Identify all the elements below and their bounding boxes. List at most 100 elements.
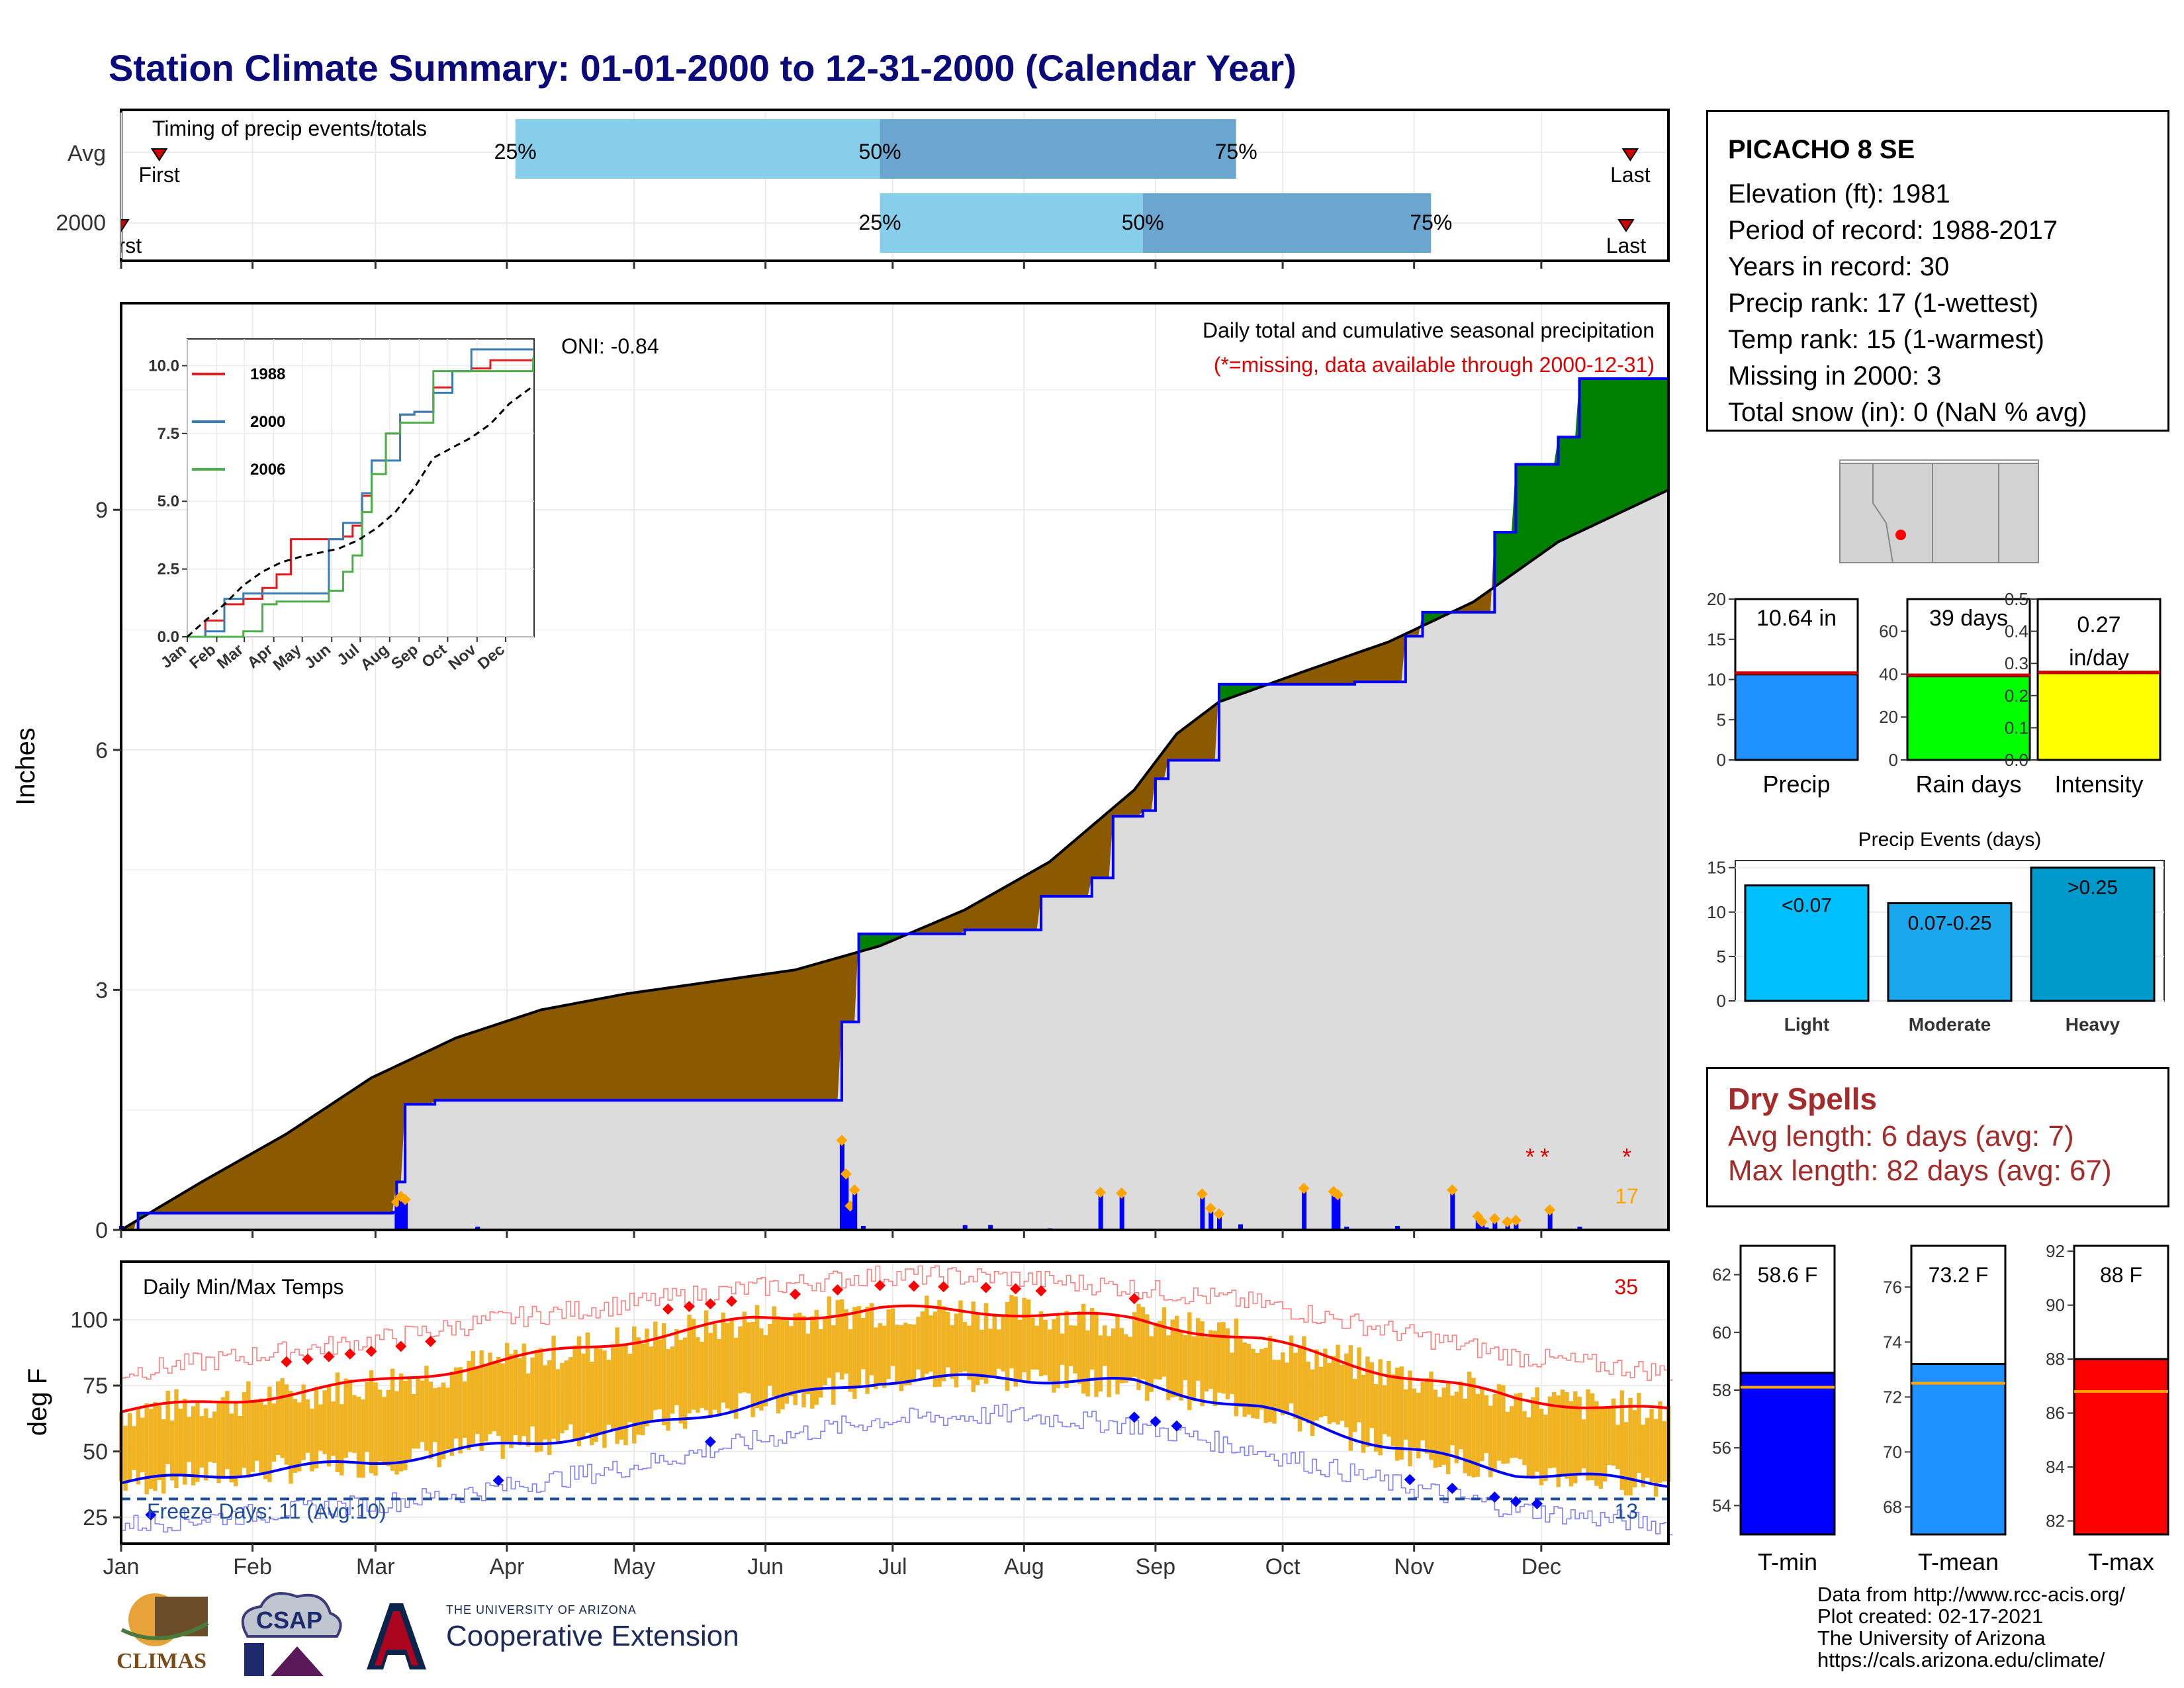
precip-daily-bar: [1302, 1188, 1307, 1230]
month-tick-label: Nov: [1394, 1554, 1433, 1579]
temps-daily-bar: [1547, 1396, 1553, 1469]
events-category-label: Light: [1784, 1014, 1829, 1035]
timing-row-label-2000: 2000: [56, 211, 106, 236]
temps-daily-bar: [1242, 1342, 1247, 1417]
temps-daily-bar: [670, 1346, 675, 1414]
temps-daily-bar: [946, 1311, 950, 1368]
temps-daily-bar: [865, 1306, 870, 1394]
precip-daily-bar: [848, 1205, 853, 1230]
oni-label: ONI: -0.84: [561, 334, 659, 358]
temps-daily-bar: [1208, 1330, 1213, 1389]
temps-daily-bar: [148, 1409, 154, 1489]
temps-record-high-marker: [683, 1301, 695, 1313]
timing-last-marker: [1617, 219, 1635, 232]
temps-daily-bar: [1628, 1397, 1633, 1496]
events-bar-label: 0.07-0.25: [1908, 912, 1992, 934]
temps-daily-bar: [525, 1373, 531, 1447]
raindays-summary-y-tick-label: 40: [1879, 664, 1898, 684]
temps-daily-bar: [627, 1354, 633, 1423]
temps-daily-bar: [903, 1323, 908, 1385]
temps-daily-bar: [1408, 1370, 1412, 1467]
precip-event-marker: [848, 1184, 860, 1196]
temps-daily-bar: [1653, 1419, 1659, 1497]
temps-daily-bar: [992, 1313, 997, 1377]
events-y-tick-label: 5: [1717, 947, 1726, 966]
tbar-value-label: 58.6 F: [1758, 1263, 1818, 1287]
temps-daily-bar: [576, 1336, 582, 1446]
temps-daily-bar: [759, 1328, 764, 1411]
temps-daily-bar: [925, 1295, 929, 1374]
temps-daily-bar: [1552, 1391, 1557, 1468]
temps-daily-bar: [195, 1401, 200, 1482]
precip-daily-bar: [988, 1225, 993, 1230]
station-years: Years in record: 30: [1728, 252, 1950, 281]
tbar-y-tick-label: 60: [1712, 1323, 1731, 1342]
inset-legend: 1988 2000 2006: [192, 365, 285, 479]
temps-daily-bar: [1158, 1321, 1162, 1380]
timing-p75-label: 75%: [1410, 211, 1452, 234]
temps-record-high-marker: [704, 1298, 716, 1310]
temps-daily-bar: [602, 1350, 607, 1448]
temps-daily-bar: [411, 1393, 416, 1449]
temps-daily-bar: [1365, 1356, 1370, 1447]
temps-daily-bar: [598, 1348, 603, 1434]
tbar-y-tick-label: 68: [1883, 1497, 1902, 1517]
station-location-dot: [1895, 530, 1906, 540]
temps-daily-bar: [530, 1357, 535, 1427]
temps-daily-bar: [1297, 1345, 1302, 1432]
precip-summary-label: Precip: [1762, 771, 1830, 798]
precip-daily-bar: [839, 1140, 844, 1230]
timing-first-label: First: [101, 234, 142, 258]
temps-y-axis-label: deg F: [23, 1368, 52, 1436]
temps-daily-bar: [1187, 1312, 1192, 1411]
temps-daily-bar: [1378, 1359, 1383, 1456]
timing-p50-label: 50%: [1122, 211, 1164, 234]
precip-daily-bar: [1331, 1191, 1336, 1230]
temps-daily-bar: [725, 1323, 730, 1409]
temps-daily-bar: [534, 1349, 539, 1453]
temps-daily-bar: [988, 1329, 993, 1378]
temps-daily-bar: [1111, 1328, 1116, 1380]
intensity-summary-y-tick-label: 0.2: [2005, 686, 2028, 706]
precip-event-marker: [1476, 1216, 1488, 1228]
temps-daily-bar: [1598, 1408, 1603, 1489]
temps-record-low-marker: [1404, 1474, 1416, 1485]
temps-daily-bar: [882, 1325, 887, 1388]
temps-daily-bar: [509, 1354, 514, 1448]
temps-daily-bar: [687, 1315, 692, 1414]
precip-panel: 0 3 6 9 Inches Daily total and cumulative s…: [11, 302, 1670, 1243]
temps-daily-bar: [1136, 1303, 1141, 1390]
dry-spells-title: Dry Spells: [1728, 1082, 1877, 1116]
temps-daily-bar: [645, 1329, 649, 1427]
temps-daily-bar: [1285, 1362, 1289, 1414]
temps-daily-bar: [518, 1358, 522, 1446]
temps-daily-bar: [814, 1309, 819, 1405]
events-bar-label: <0.07: [1782, 895, 1832, 917]
temps-daily-bar: [742, 1311, 747, 1393]
precip-event-marker: [399, 1194, 411, 1205]
precip-event-marker: [1298, 1182, 1310, 1194]
precip-daily-bar: [1098, 1192, 1103, 1230]
precip-deficit-area: [150, 933, 859, 1213]
temps-daily-bar: [1543, 1414, 1548, 1481]
tbar-y-tick-label: 72: [1883, 1387, 1902, 1407]
temps-daily-bar: [1267, 1336, 1273, 1423]
temps-daily-bar: [390, 1368, 395, 1471]
tbar-y-tick-label: 82: [2046, 1511, 2065, 1531]
temps-daily-bar: [619, 1344, 624, 1440]
temps-daily-bar: [1492, 1393, 1497, 1471]
intensity-summary-value-label: 0.27: [2077, 612, 2120, 637]
tbar-value-label: 88 F: [2100, 1263, 2142, 1287]
temps-daily-bar: [373, 1382, 378, 1476]
event-count-label: 17: [1615, 1184, 1639, 1208]
precip-y-tick-label: 3: [95, 978, 108, 1003]
temps-daily-bar: [704, 1310, 709, 1411]
temps-record-low-marker: [1531, 1498, 1543, 1510]
csap-logo-bars: [244, 1643, 264, 1676]
temps-daily-bar: [1496, 1383, 1502, 1461]
intensity-summary-label: Intensity: [2054, 771, 2143, 798]
timing-p25-label: 25%: [494, 140, 537, 164]
climas-logo-swoosh: [120, 1621, 209, 1640]
temps-daily-bar: [445, 1387, 450, 1450]
temps-daily-bar: [564, 1360, 569, 1430]
